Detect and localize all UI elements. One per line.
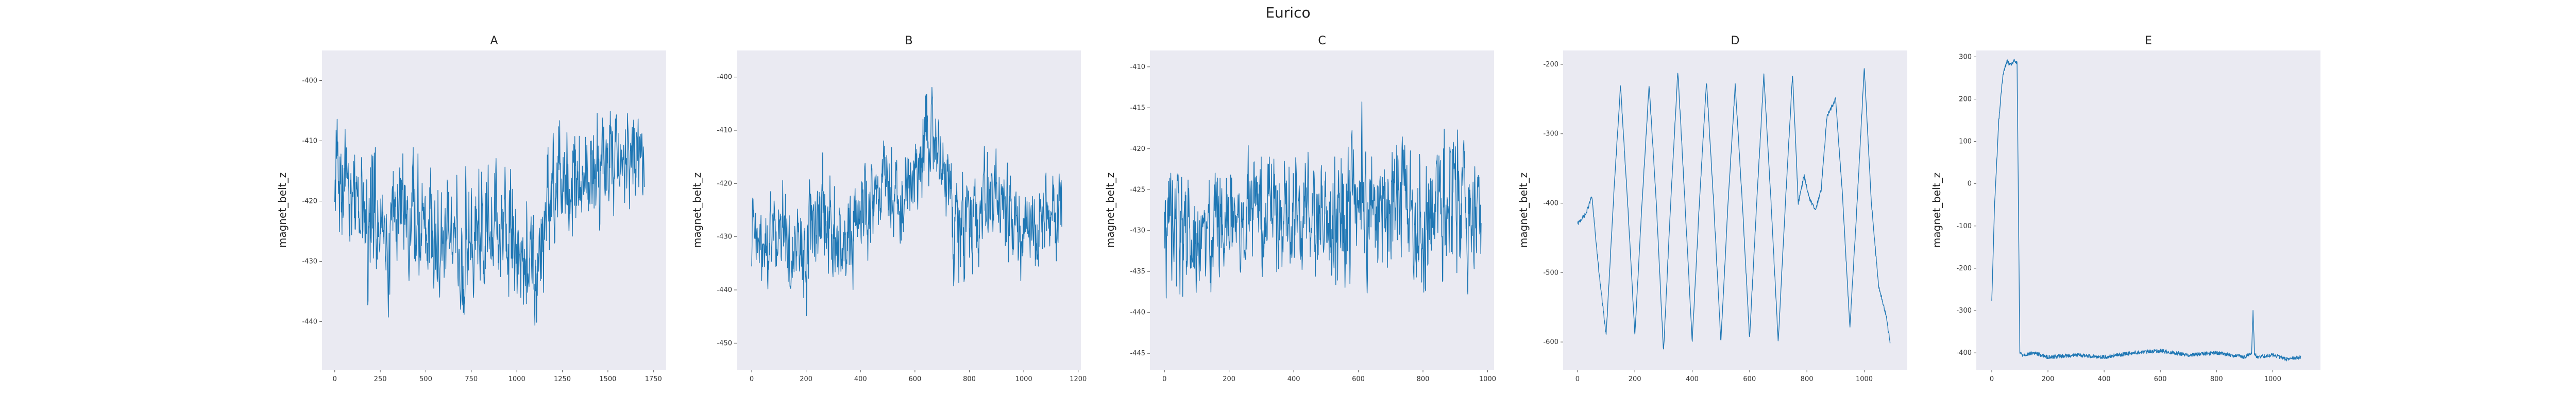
y-tick-label: -445 <box>1130 350 1145 357</box>
x-tick-label: 600 <box>1743 375 1756 383</box>
y-tick-label: -435 <box>1130 268 1145 276</box>
series-line <box>1577 68 1891 350</box>
x-tick-label: 1000 <box>2264 375 2281 383</box>
x-tick-label: 1000 <box>1479 375 1496 383</box>
y-tick-label: 300 <box>1959 53 1972 61</box>
y-tick-label: -200 <box>1956 265 1972 272</box>
x-tick-label: 0 <box>333 375 337 383</box>
subplot-title: C <box>1318 35 1326 47</box>
y-axis-label: magnet_belt_z <box>1104 173 1116 248</box>
y-tick-label: -410 <box>717 127 732 134</box>
x-tick-label: 200 <box>800 375 812 383</box>
series-line <box>334 111 645 326</box>
x-tick-label: 400 <box>2098 375 2111 383</box>
plot-area <box>1150 50 1494 370</box>
x-tick-label: 200 <box>1223 375 1235 383</box>
subplot-title: A <box>490 35 498 47</box>
y-tick-label: -410 <box>1130 63 1145 71</box>
plot-area <box>737 50 1081 370</box>
figure-title: Eurico <box>1265 4 1311 21</box>
y-tick-label: 0 <box>1968 180 1972 188</box>
y-tick-label: -300 <box>1956 307 1972 315</box>
y-tick-label: -400 <box>1543 200 1558 208</box>
y-tick-label: -420 <box>1130 145 1145 153</box>
y-tick-label: -430 <box>1130 227 1145 235</box>
series-line <box>751 87 1062 317</box>
x-tick-label: 1000 <box>1015 375 1032 383</box>
y-axis-label: magnet_belt_z <box>691 173 703 248</box>
x-tick-label: 0 <box>1162 375 1166 383</box>
x-tick-label: 200 <box>1629 375 1641 383</box>
x-tick-label: 1750 <box>645 375 662 383</box>
x-tick-label: 600 <box>1352 375 1365 383</box>
x-tick-label: 600 <box>2154 375 2167 383</box>
x-tick-label: 600 <box>908 375 921 383</box>
y-tick-label: -415 <box>1130 104 1145 112</box>
y-axis-label: magnet_belt_z <box>1517 173 1530 248</box>
series-line <box>1991 59 2301 362</box>
y-tick-label: -450 <box>717 339 732 347</box>
y-tick-label: -400 <box>717 74 732 81</box>
x-tick-label: 800 <box>2210 375 2223 383</box>
series-line <box>1164 101 1482 299</box>
y-tick-label: -420 <box>717 180 732 187</box>
y-tick-label: -600 <box>1543 338 1558 346</box>
x-tick-label: 500 <box>419 375 432 383</box>
x-tick-label: 0 <box>1990 375 1994 383</box>
x-tick-label: 1500 <box>599 375 616 383</box>
x-tick-label: 800 <box>1417 375 1430 383</box>
x-tick-label: 800 <box>1801 375 1814 383</box>
x-tick-label: 1000 <box>1856 375 1873 383</box>
y-tick-label: -420 <box>302 197 317 205</box>
y-tick-label: -430 <box>302 258 317 265</box>
x-tick-label: 800 <box>963 375 976 383</box>
x-tick-label: 400 <box>854 375 867 383</box>
y-tick-label: 200 <box>1959 95 1972 103</box>
y-axis-label: magnet_belt_z <box>1930 173 1943 248</box>
x-tick-label: 750 <box>465 375 478 383</box>
y-tick-label: 100 <box>1959 138 1972 146</box>
plot-area <box>1976 50 2320 370</box>
subplot-title: D <box>1731 35 1740 47</box>
plot-area <box>1563 50 1907 370</box>
y-tick-label: -440 <box>717 286 732 294</box>
y-tick-label: -400 <box>1956 349 1972 357</box>
x-tick-label: 250 <box>374 375 387 383</box>
x-tick-label: 400 <box>1287 375 1300 383</box>
y-axis-label: magnet_belt_z <box>276 173 289 248</box>
y-tick-label: -200 <box>1543 61 1558 68</box>
subplot-title: E <box>2145 35 2152 47</box>
y-tick-label: -440 <box>302 318 317 325</box>
x-tick-label: 0 <box>750 375 754 383</box>
y-tick-label: -100 <box>1956 222 1972 230</box>
subplot-title: B <box>905 35 912 47</box>
y-tick-label: -410 <box>302 137 317 145</box>
y-tick-label: -430 <box>717 233 732 241</box>
y-tick-label: -425 <box>1130 186 1145 194</box>
y-tick-label: -440 <box>1130 309 1145 317</box>
x-tick-label: 1200 <box>1070 375 1087 383</box>
y-tick-label: -400 <box>302 77 317 84</box>
y-tick-label: -500 <box>1543 269 1558 277</box>
x-tick-label: 1000 <box>509 375 526 383</box>
x-tick-label: 0 <box>1575 375 1580 383</box>
y-tick-label: -300 <box>1543 130 1558 138</box>
x-tick-label: 200 <box>2042 375 2055 383</box>
x-tick-label: 1250 <box>554 375 571 383</box>
x-tick-label: 400 <box>1686 375 1699 383</box>
